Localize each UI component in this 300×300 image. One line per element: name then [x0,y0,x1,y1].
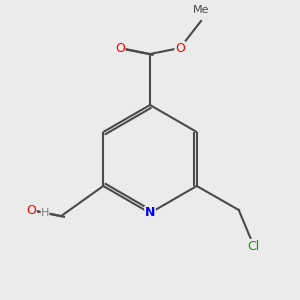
Text: O: O [175,41,185,55]
Text: Me: Me [193,5,209,15]
Text: N: N [145,206,155,220]
Text: Cl: Cl [248,239,260,253]
Text: O: O [115,41,125,55]
Text: O: O [26,203,36,217]
Text: H: H [41,208,49,218]
